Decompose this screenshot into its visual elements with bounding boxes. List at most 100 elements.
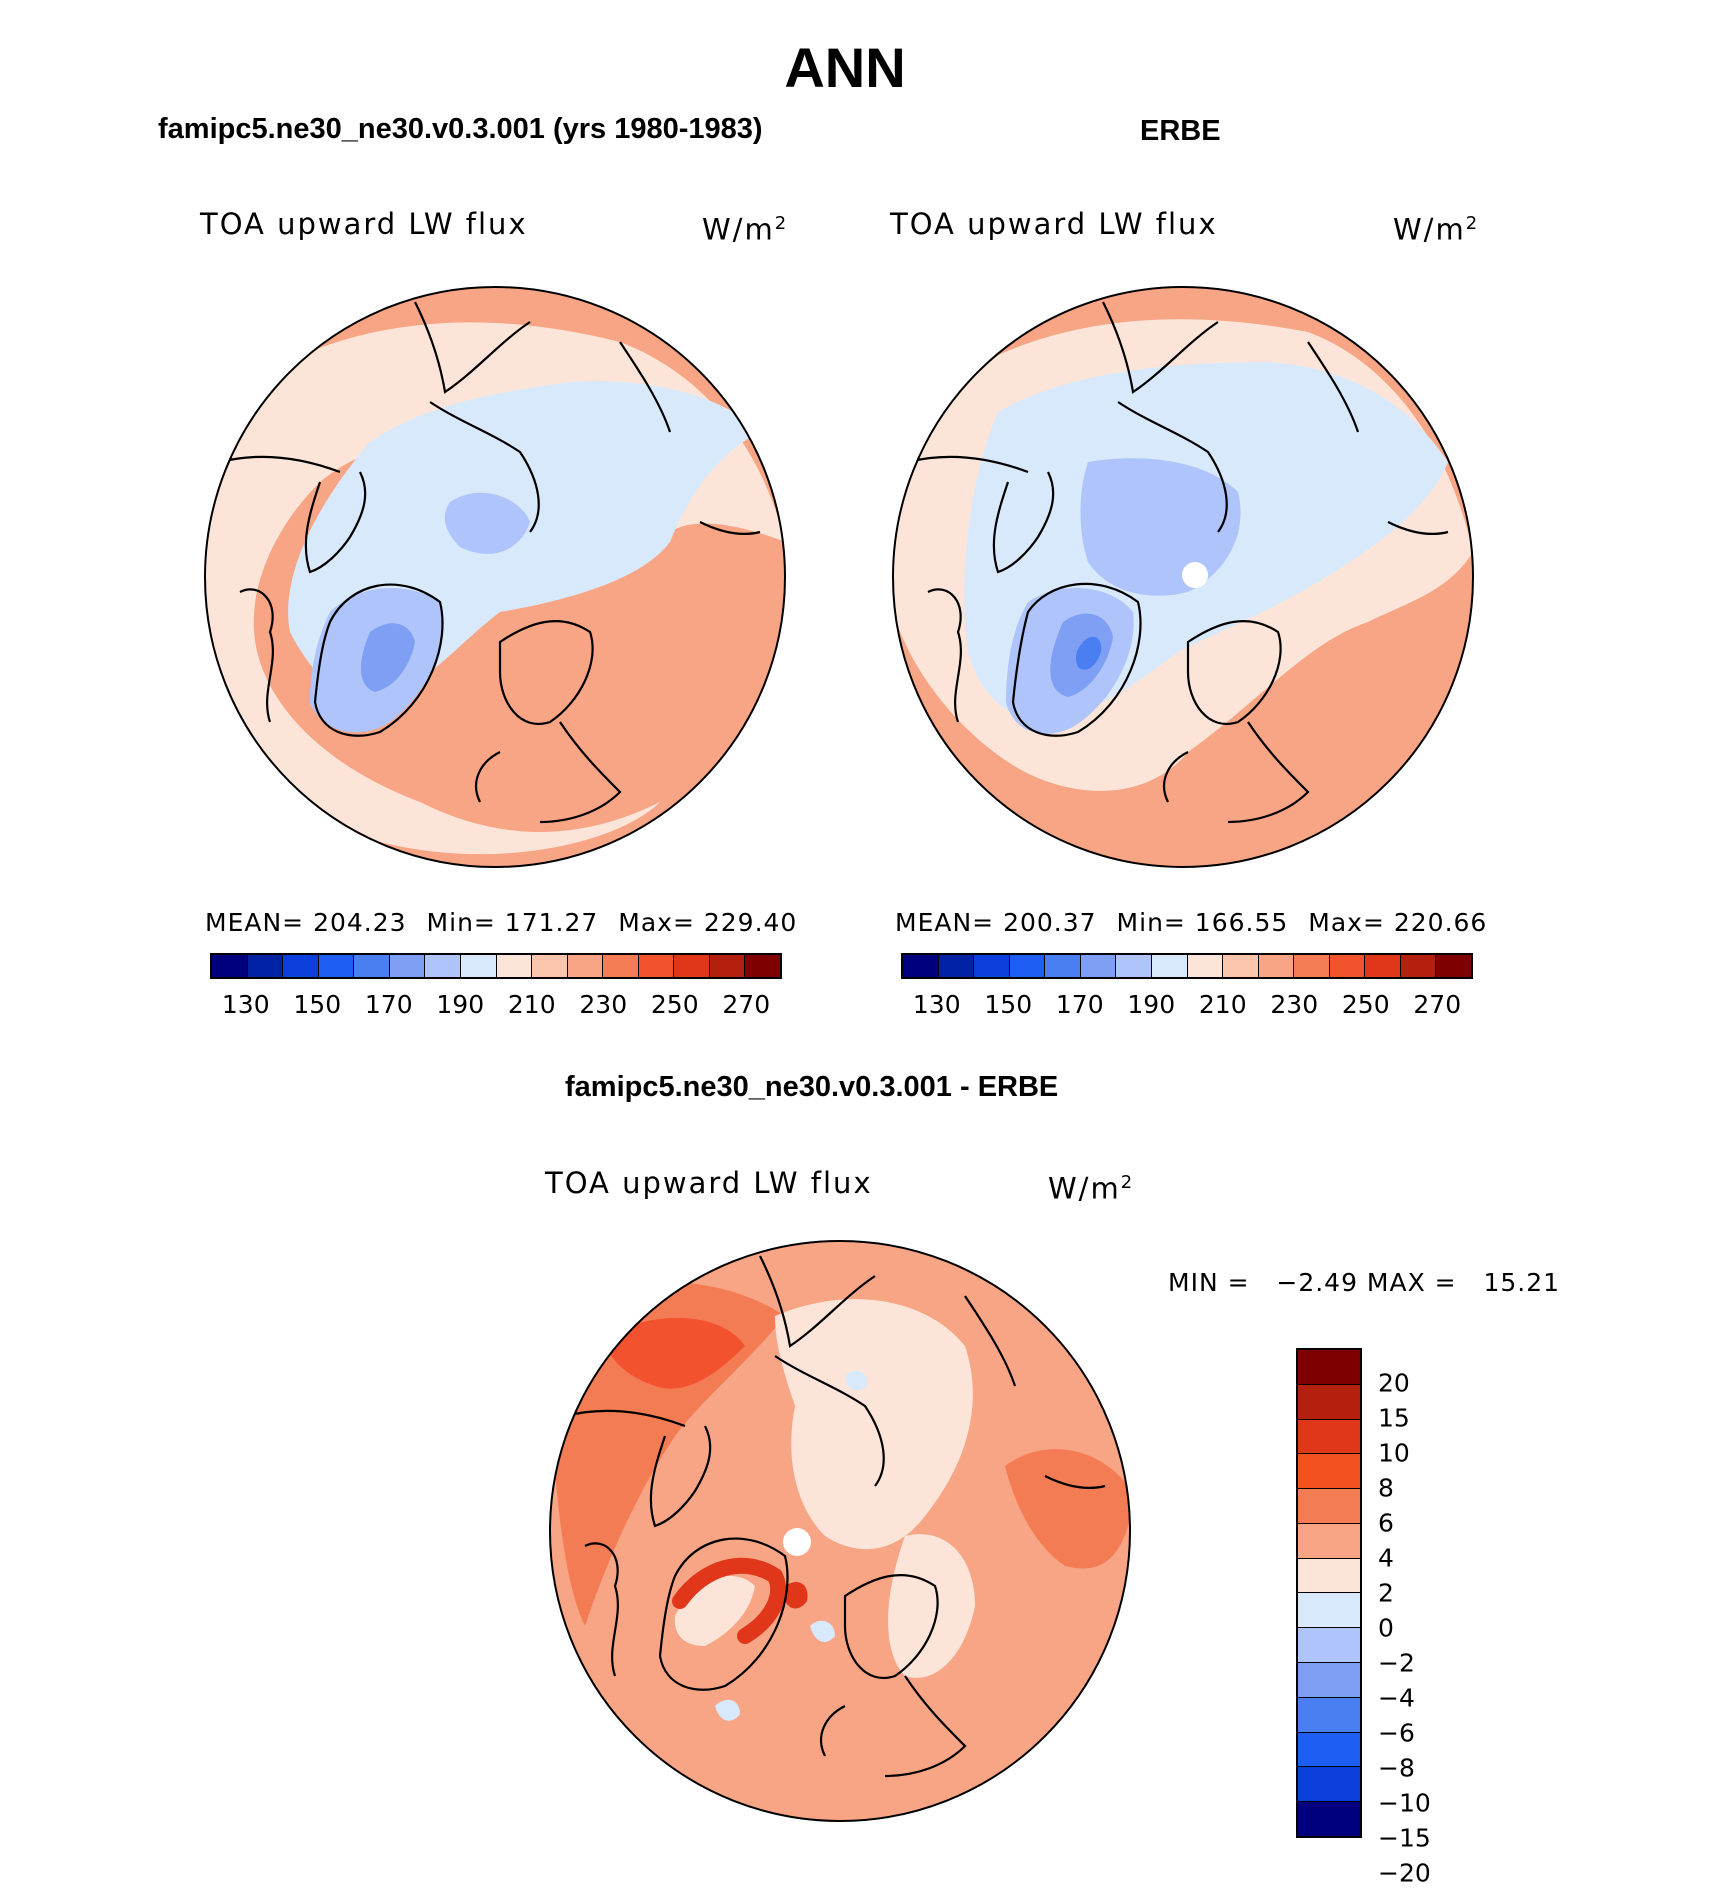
colorbar-swatch xyxy=(709,955,746,977)
colorbar-tick-label: 250 xyxy=(1341,990,1390,1019)
diff-pole-gap xyxy=(783,1528,811,1556)
diff-minmax: MIN = −2.49 MAX = 15.21 xyxy=(1168,1268,1561,1297)
colorbar-swatch xyxy=(1298,1523,1360,1559)
colorbar-swatch xyxy=(1116,955,1152,977)
colorbar-tick-label: 6 xyxy=(1378,1508,1394,1538)
colorbar-swatch xyxy=(1298,1489,1360,1524)
diff-field-2-band xyxy=(775,1299,973,1550)
colorbar-swatch xyxy=(496,955,533,977)
colorbar-swatch xyxy=(567,955,604,977)
diff-field-neg-band xyxy=(810,1620,835,1642)
colorbar-swatch xyxy=(425,955,461,977)
colorbar-tick-label: −6 xyxy=(1378,1718,1415,1748)
colorbar-tick-label: 150 xyxy=(984,990,1033,1019)
colorbar-swatch xyxy=(1329,955,1366,977)
colorbar-tick-label: 150 xyxy=(293,990,342,1019)
colorbar-swatch xyxy=(674,955,710,977)
model-stats: MEAN= 204.23 Min= 171.27 Max= 229.40 xyxy=(205,908,797,938)
obs-stats-mean: MEAN= 200.37 xyxy=(895,908,1097,937)
colorbar-swatch xyxy=(1298,1419,1360,1455)
figure-title: ANN xyxy=(784,36,906,99)
colorbar-swatch xyxy=(1298,1350,1360,1385)
model-coastlines xyxy=(219,301,761,824)
diff-units-label: W/m2 xyxy=(1048,1171,1133,1206)
colorbar-swatch xyxy=(1298,1802,1360,1836)
obs-map-border xyxy=(892,286,1474,868)
colorbar-tick-label: 20 xyxy=(1378,1368,1410,1398)
obs-stats: MEAN= 200.37 Min= 166.55 Max= 220.66 xyxy=(895,908,1487,938)
colorbar-swatch xyxy=(1298,1732,1360,1768)
model-stats-max: Max= 229.40 xyxy=(618,908,798,937)
diff-field-6-band xyxy=(550,1282,785,1626)
colorbar-tick-label: 190 xyxy=(1127,990,1176,1019)
colorbar-tick-label: 4 xyxy=(1378,1543,1394,1573)
colorbar-swatch xyxy=(1298,1593,1360,1629)
colorbar-swatch xyxy=(1294,955,1330,977)
model-polar-map xyxy=(204,286,786,868)
diff-coastlines xyxy=(564,1255,1106,1778)
colorbar-swatch xyxy=(745,955,780,977)
colorbar-swatch xyxy=(1298,1454,1360,1490)
colorbar-swatch xyxy=(318,955,355,977)
obs-colorbar-labels: 130 150 170 190 210 230 250 270 xyxy=(901,990,1473,1022)
colorbar-tick-label: 170 xyxy=(364,990,413,1019)
diff-map-border xyxy=(549,1240,1131,1822)
colorbar-swatch xyxy=(974,955,1010,977)
model-units-label: W/m2 xyxy=(702,212,787,247)
colorbar-swatch xyxy=(1298,1663,1360,1698)
diff-field-8-band xyxy=(605,1317,745,1389)
colorbar-swatch xyxy=(1045,955,1081,977)
colorbar-swatch xyxy=(1080,955,1117,977)
colorbar-tick-label: 250 xyxy=(650,990,699,1019)
colorbar-swatch xyxy=(1400,955,1437,977)
colorbar-tick-label: 190 xyxy=(436,990,485,1019)
obs-colorbar xyxy=(901,953,1473,979)
colorbar-tick-label: −15 xyxy=(1378,1823,1431,1853)
model-field-150-band xyxy=(360,623,415,692)
obs-field-130-band xyxy=(1075,636,1102,670)
colorbar-swatch xyxy=(212,955,248,977)
diff-colorbar xyxy=(1296,1348,1362,1838)
obs-coastlines xyxy=(907,301,1449,824)
obs-units-label: W/m2 xyxy=(1393,212,1478,247)
colorbar-tick-label: −4 xyxy=(1378,1683,1415,1713)
colorbar-tick-label: 270 xyxy=(1413,990,1462,1019)
colorbar-tick-label: −10 xyxy=(1378,1788,1431,1818)
colorbar-swatch xyxy=(1298,1558,1360,1594)
model-variable-label: TOA upward LW flux xyxy=(200,207,528,241)
colorbar-tick-label: 210 xyxy=(507,990,556,1019)
colorbar-swatch xyxy=(903,955,939,977)
colorbar-tick-label: 230 xyxy=(1270,990,1319,1019)
colorbar-tick-label: 130 xyxy=(221,990,270,1019)
colorbar-tick-label: 230 xyxy=(579,990,628,1019)
colorbar-swatch xyxy=(354,955,390,977)
colorbar-tick-label: 270 xyxy=(722,990,771,1019)
colorbar-swatch xyxy=(283,955,319,977)
diff-variable-label: TOA upward LW flux xyxy=(545,1166,873,1200)
model-stats-min: Min= 171.27 xyxy=(426,908,599,937)
model-map-border xyxy=(204,286,786,868)
colorbar-tick-label: 210 xyxy=(1198,990,1247,1019)
colorbar-swatch xyxy=(1365,955,1401,977)
colorbar-swatch xyxy=(247,955,284,977)
colorbar-tick-label: 15 xyxy=(1378,1403,1410,1433)
colorbar-tick-label: −20 xyxy=(1378,1858,1431,1888)
obs-panel-title: ERBE xyxy=(1140,115,1221,147)
model-field-170-band xyxy=(444,492,530,554)
colorbar-swatch xyxy=(1151,955,1188,977)
colorbar-tick-label: 10 xyxy=(1378,1438,1410,1468)
colorbar-swatch xyxy=(603,955,639,977)
colorbar-swatch xyxy=(532,955,568,977)
colorbar-swatch xyxy=(1298,1767,1360,1803)
colorbar-swatch xyxy=(1187,955,1224,977)
colorbar-swatch xyxy=(1298,1384,1360,1420)
colorbar-tick-label: −8 xyxy=(1378,1753,1415,1783)
model-panel-title: famipc5.ne30_ne30.v0.3.001 (yrs 1980-198… xyxy=(158,113,763,145)
colorbar-tick-label: 0 xyxy=(1378,1613,1394,1643)
colorbar-swatch xyxy=(638,955,675,977)
colorbar-swatch xyxy=(389,955,426,977)
model-colorbar-labels: 130 150 170 190 210 230 250 270 xyxy=(210,990,782,1022)
model-colorbar xyxy=(210,953,782,979)
diff-polar-map xyxy=(549,1240,1131,1822)
colorbar-tick-label: 170 xyxy=(1055,990,1104,1019)
